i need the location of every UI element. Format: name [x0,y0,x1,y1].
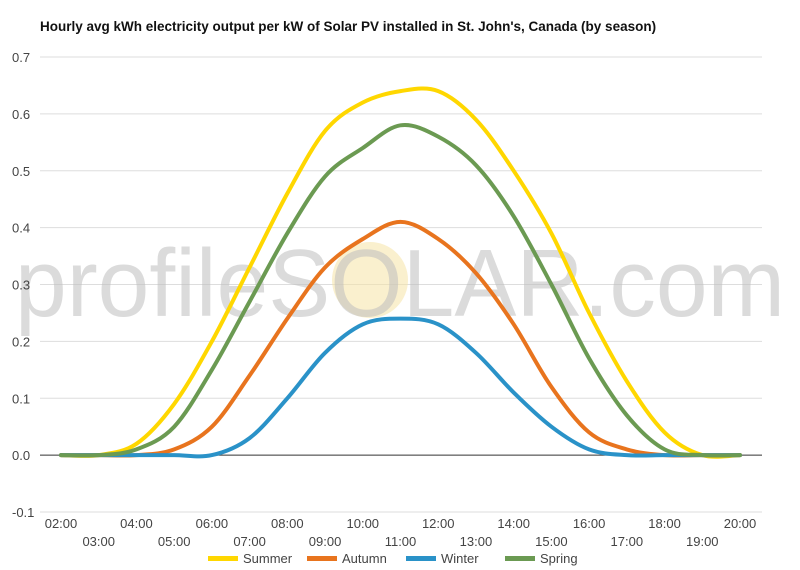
x-tick-label: 14:00 [497,516,530,531]
legend-item-autumn[interactable]: Autumn [307,551,387,566]
watermark-text: profileSOLAR.com [15,230,785,337]
y-tick-label: 0.5 [12,164,30,179]
series-line-summer [59,86,742,459]
x-tick-label: 10:00 [347,516,380,531]
watermark: profileSOLAR.com [15,230,785,337]
x-tick-label: 19:00 [686,534,719,549]
watermark-sun-icon [332,242,408,318]
legend-swatch [307,556,337,561]
series-line-winter [59,316,742,459]
legend-label: Summer [243,551,293,566]
y-tick-label: 0.6 [12,107,30,122]
y-tick-label: 0.0 [12,448,30,463]
x-tick-label: 08:00 [271,516,304,531]
x-tick-label: 09:00 [309,534,342,549]
legend-label: Winter [441,551,479,566]
y-tick-label: 0.4 [12,221,30,236]
legend[interactable]: Summer Autumn Winter Spring [208,551,578,566]
legend-swatch [208,556,238,561]
legend-item-summer[interactable]: Summer [208,551,293,566]
legend-label: Spring [540,551,578,566]
x-tick-label: 02:00 [45,516,78,531]
x-tick-label: 17:00 [611,534,644,549]
x-tick-label: 04:00 [120,516,153,531]
x-tick-label: 07:00 [233,534,266,549]
series-lines [59,86,742,459]
x-tick-label: 11:00 [385,534,417,549]
y-tick-label: 0.1 [12,391,30,406]
y-tick-label: 0.2 [12,334,30,349]
x-tick-label: 16:00 [573,516,606,531]
y-tick-label: 0.7 [12,50,30,65]
legend-item-spring[interactable]: Spring [505,551,578,566]
legend-label: Autumn [342,551,387,566]
legend-swatch [406,556,436,561]
x-tick-label: 12:00 [422,516,455,531]
chart-title: Hourly avg kWh electricity output per kW… [40,19,657,34]
x-tick-label: 05:00 [158,534,191,549]
series-line-autumn [59,219,742,458]
x-tick-label: 20:00 [724,516,757,531]
y-tick-label: -0.1 [12,505,34,520]
x-tick-label: 03:00 [82,534,115,549]
legend-swatch [505,556,535,561]
y-tick-label: 0.3 [12,278,30,293]
x-tick-label: 13:00 [460,534,493,549]
x-tick-label: 06:00 [196,516,229,531]
series-line-spring [59,122,742,458]
x-tick-label: 18:00 [648,516,681,531]
x-tick-label: 15:00 [535,534,568,549]
legend-item-winter[interactable]: Winter [406,551,479,566]
